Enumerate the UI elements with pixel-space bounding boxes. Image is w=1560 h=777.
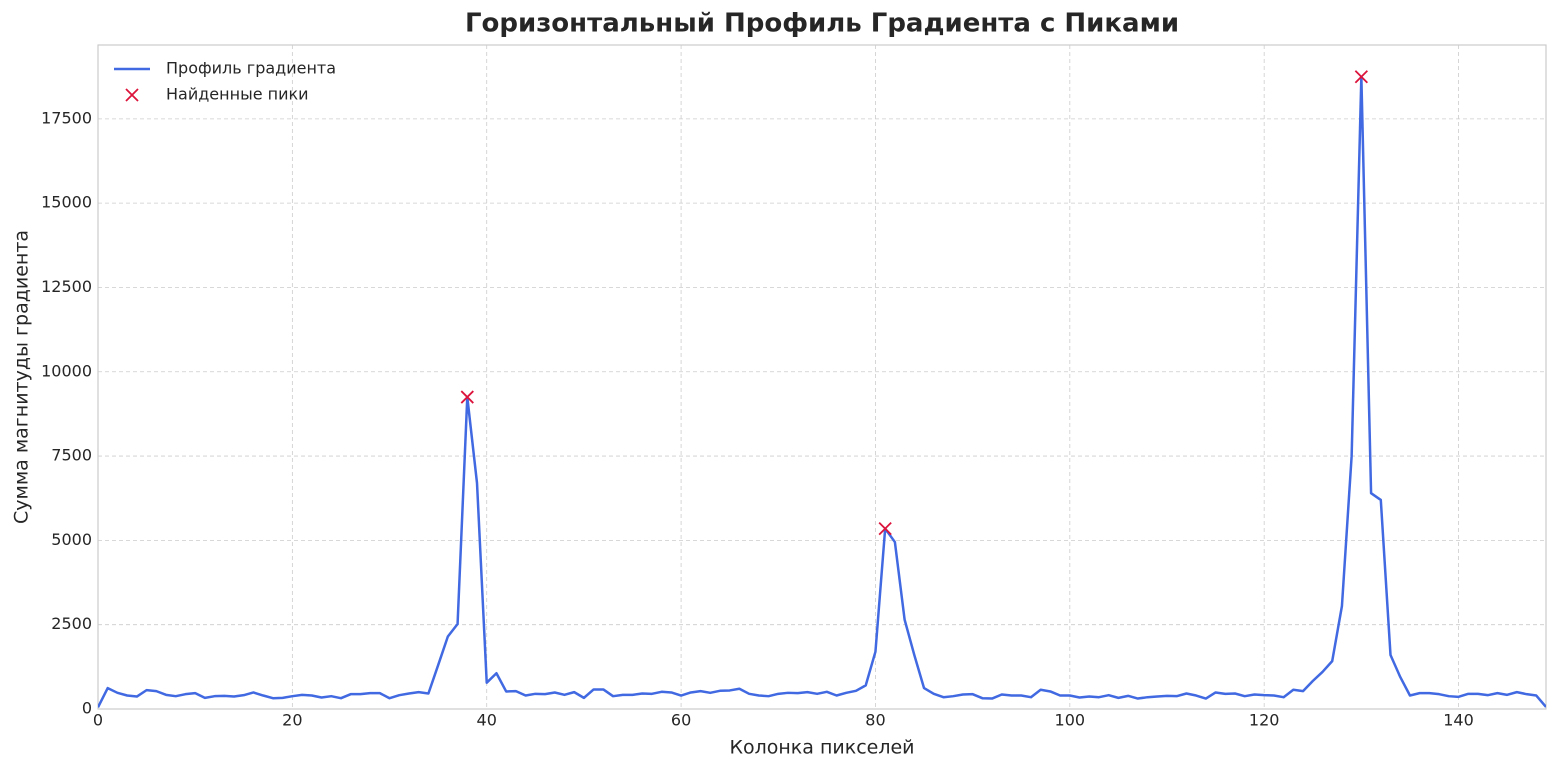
peak-marker bbox=[1354, 70, 1368, 84]
y-tick-label: 15000 bbox=[41, 193, 92, 212]
y-tick-label: 17500 bbox=[41, 108, 92, 127]
legend-label: Найденные пики bbox=[166, 85, 309, 104]
y-tick-label: 2500 bbox=[51, 614, 92, 633]
peak-marker bbox=[878, 521, 892, 536]
y-tick-label: 12500 bbox=[41, 277, 92, 296]
x-tick-label: 40 bbox=[477, 711, 497, 730]
x-tick-label: 80 bbox=[865, 711, 885, 730]
peak-marker bbox=[460, 390, 474, 404]
chart-title: Горизонтальный Профиль Градиента с Пикам… bbox=[465, 9, 1179, 39]
profile-line bbox=[98, 75, 1546, 708]
x-tick-label: 120 bbox=[1249, 711, 1280, 730]
x-axis-label: Колонка пикселей bbox=[729, 737, 914, 759]
x-tick-label: 0 bbox=[93, 711, 103, 730]
y-tick-label: 10000 bbox=[41, 361, 92, 380]
legend-marker bbox=[125, 88, 139, 102]
plot-frame bbox=[97, 44, 1547, 710]
legend-label: Профиль градиента bbox=[166, 59, 336, 78]
x-tick-label: 140 bbox=[1443, 711, 1474, 730]
y-tick-label: 5000 bbox=[51, 530, 92, 549]
y-axis-label: Сумма магнитуды градиента bbox=[11, 230, 33, 524]
y-tick-label: 0 bbox=[82, 699, 92, 718]
y-tick-label: 7500 bbox=[51, 446, 92, 465]
x-tick-label: 20 bbox=[282, 711, 302, 730]
x-tick-label: 60 bbox=[671, 711, 691, 730]
x-tick-label: 100 bbox=[1055, 711, 1086, 730]
